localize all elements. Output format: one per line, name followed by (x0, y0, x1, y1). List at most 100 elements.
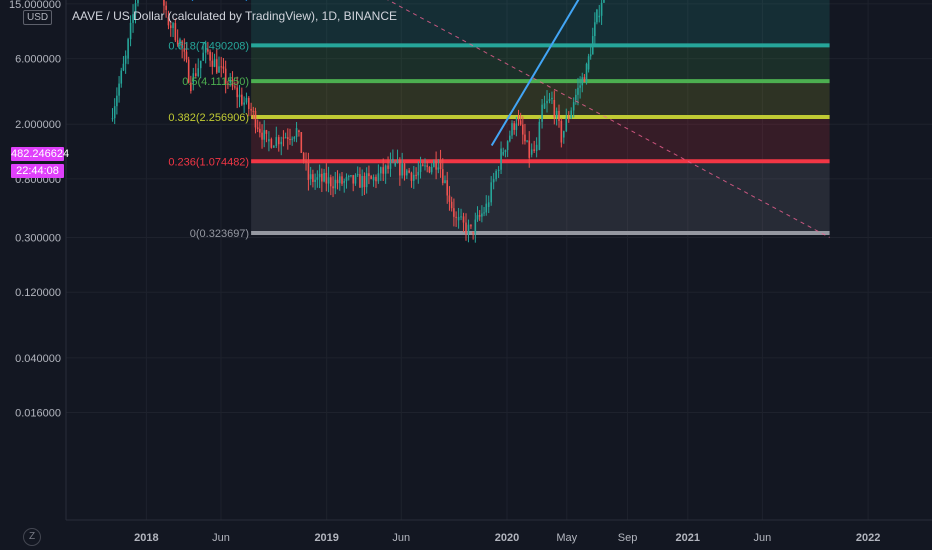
candle-body (410, 172, 413, 181)
candle-body (406, 170, 408, 176)
candle-body (307, 162, 310, 180)
dashed-line (387, 0, 830, 238)
candle-body (300, 132, 303, 153)
candle-body (265, 130, 268, 134)
candle-body (268, 139, 270, 142)
candle-body (575, 94, 577, 100)
candle-body (546, 100, 548, 104)
currency-label[interactable]: USD (23, 10, 53, 25)
candle-body (583, 77, 586, 82)
candle-body (375, 176, 377, 182)
candle-body (293, 136, 296, 139)
candle-body (408, 170, 410, 173)
candle-body (389, 161, 392, 169)
candle-body (332, 186, 334, 189)
candle-body (370, 176, 372, 179)
candle-body (287, 137, 289, 139)
candle-body (118, 83, 120, 96)
candle-body (330, 177, 332, 187)
candle-body (204, 42, 207, 53)
candle-body (163, 0, 165, 6)
candle-body (572, 102, 575, 111)
candle-body (522, 124, 524, 135)
candle-body (565, 117, 568, 132)
candle-body (309, 174, 312, 179)
time-tick-label: 2020 (495, 532, 519, 544)
candle-body (567, 117, 570, 119)
chart-title: AAVE / US Dollar (calculated by TradingV… (72, 9, 398, 23)
candle-body (577, 87, 579, 95)
candle-body (127, 39, 129, 59)
time-tick-label: Sep (618, 532, 638, 544)
candle-body (380, 167, 382, 174)
candle-body (245, 97, 248, 103)
candle-body (401, 163, 403, 176)
candle-body (224, 68, 227, 84)
candle-body (227, 83, 229, 85)
candle-body (361, 176, 363, 188)
candle-body (350, 175, 352, 177)
candle-body (291, 138, 293, 140)
candle-body (120, 70, 123, 84)
price-tick-label: 2.000000 (15, 119, 61, 131)
candle-body (476, 215, 479, 220)
candle-body (600, 2, 603, 16)
time-axis-bg (66, 520, 932, 550)
candle-body (526, 140, 528, 142)
candle-body (323, 172, 325, 182)
candle-body (220, 66, 223, 68)
candle-body (113, 106, 116, 119)
fib-level-label: 0.382(2.256906) (168, 112, 249, 124)
tradingview-logo-icon[interactable]: Z (23, 528, 41, 546)
candle-body (176, 40, 179, 45)
candle-body (252, 110, 255, 112)
candle-body (446, 180, 449, 196)
candle-body (579, 85, 581, 88)
fib-band (251, 0, 830, 46)
candle-body (211, 60, 214, 67)
candle-body (111, 118, 114, 120)
candle-body (277, 137, 280, 145)
trendline (490, 0, 580, 147)
candle-body (363, 176, 366, 188)
candle-body (236, 87, 238, 98)
candle-body (302, 152, 305, 161)
countdown-badge: 22:44:08 (11, 164, 64, 178)
candle-body (122, 63, 125, 71)
candle-body (289, 138, 291, 140)
candle-body (426, 165, 429, 167)
candle-body (250, 108, 252, 111)
time-tick-label: 2022 (856, 532, 880, 544)
fib-level-label: 0.786(17.593617) (162, 0, 249, 1)
candle-body (543, 103, 546, 109)
candle-body (254, 110, 257, 128)
candle-body (481, 213, 483, 217)
candle-body (336, 179, 339, 184)
candle-body (183, 48, 186, 52)
candle-body (321, 173, 323, 182)
candle-body (474, 219, 477, 234)
candle-body (185, 51, 188, 60)
candle-body (218, 66, 220, 73)
fibonacci-bands (251, 0, 830, 233)
candle-body (209, 51, 211, 61)
candle-body (190, 82, 192, 92)
candle-body (563, 131, 565, 138)
candle-body (134, 3, 137, 15)
candle-body (506, 141, 509, 151)
candle-body (327, 177, 330, 184)
candle-body (467, 224, 470, 234)
candle-body (555, 110, 558, 118)
candle-body (270, 139, 273, 148)
candle-body (460, 216, 462, 218)
fib-level-label: 0.5(4.111550) (182, 76, 249, 88)
candle-body (587, 56, 590, 70)
candle-body (165, 5, 167, 10)
candle-body (421, 164, 424, 166)
candle-body (533, 149, 535, 151)
candle-body (207, 49, 209, 52)
candle-body (560, 120, 563, 143)
candle-body (215, 59, 218, 73)
candle-body (591, 36, 594, 55)
